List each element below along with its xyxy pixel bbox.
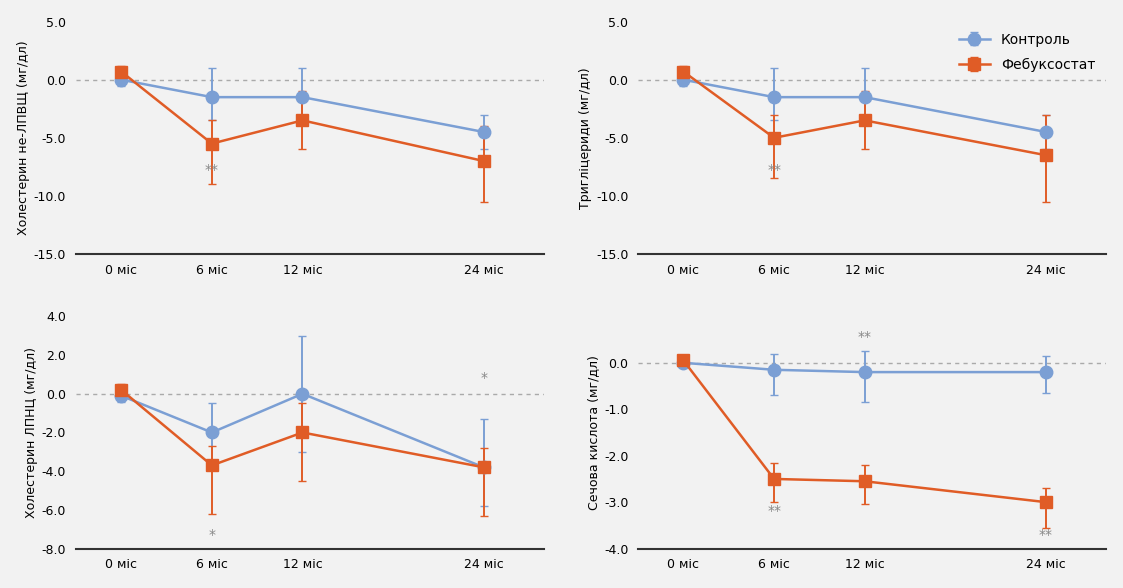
- Text: **: **: [767, 505, 782, 519]
- Text: **: **: [1039, 527, 1053, 542]
- Text: **: **: [204, 163, 219, 178]
- Legend: Контроль, Фебуксостат: Контроль, Фебуксостат: [955, 29, 1099, 76]
- Text: **: **: [767, 163, 782, 178]
- Text: *: *: [209, 528, 216, 542]
- Y-axis label: Сечова кислота (мг/дл): Сечова кислота (мг/дл): [587, 355, 600, 510]
- Text: *: *: [481, 371, 487, 385]
- Y-axis label: Холестерин не-ЛПВЩ (мг/дл): Холестерин не-ЛПВЩ (мг/дл): [17, 41, 29, 235]
- Y-axis label: Холестерин ЛПНЦ (мг/дл): Холестерин ЛПНЦ (мг/дл): [25, 347, 37, 518]
- Y-axis label: Тригліцериди (мг/дл): Тригліцериди (мг/дл): [578, 67, 592, 209]
- Text: **: **: [858, 330, 871, 344]
